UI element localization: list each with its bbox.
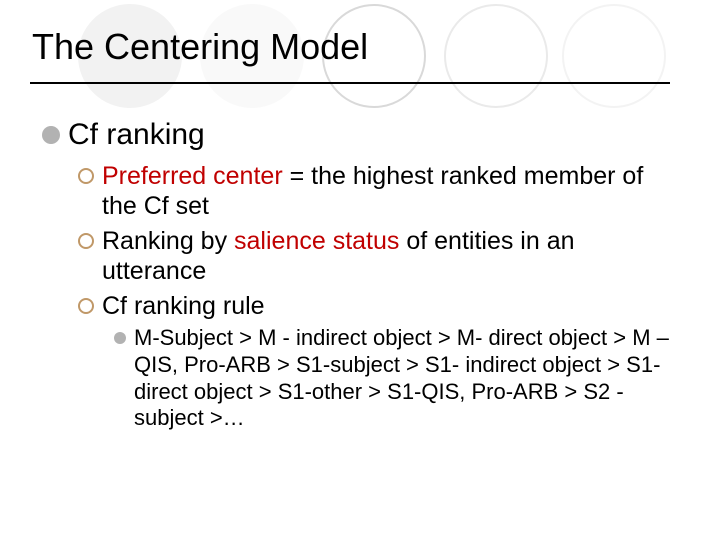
bullet-disc-icon	[42, 126, 60, 144]
bullet-text: Cf ranking	[68, 118, 205, 153]
title-underline	[30, 82, 670, 84]
bullet-ring-icon	[78, 233, 94, 249]
bullet-text: M-Subject > M - indirect object > M- dir…	[134, 325, 680, 432]
bullet-text: Preferred center = the highest ranked me…	[102, 161, 680, 222]
bullet-level3-group: M-Subject > M - indirect object > M- dir…	[114, 325, 680, 432]
bullet-ring-icon	[78, 298, 94, 314]
slide-body: Cf ranking Preferred center = the highest…	[42, 118, 680, 436]
bg-circle	[562, 4, 666, 108]
bullet-level2: Cf ranking rule	[78, 291, 680, 322]
bullet-text: Ranking by salience status of entities i…	[102, 226, 680, 287]
bg-circle	[444, 4, 548, 108]
bullet-level3: M-Subject > M - indirect object > M- dir…	[114, 325, 680, 432]
bullet-level2: Preferred center = the highest ranked me…	[78, 161, 680, 222]
bullet-level2: Ranking by salience status of entities i…	[78, 226, 680, 287]
bullet-ring-icon	[78, 168, 94, 184]
bullet-level1: Cf ranking	[42, 118, 680, 153]
slide: The Centering Model Cf ranking Preferred …	[0, 0, 720, 540]
bullet-disc-icon	[114, 332, 126, 344]
bullet-level2-group: Preferred center = the highest ranked me…	[78, 161, 680, 433]
slide-title: The Centering Model	[32, 26, 368, 68]
bullet-text: Cf ranking rule	[102, 291, 265, 322]
